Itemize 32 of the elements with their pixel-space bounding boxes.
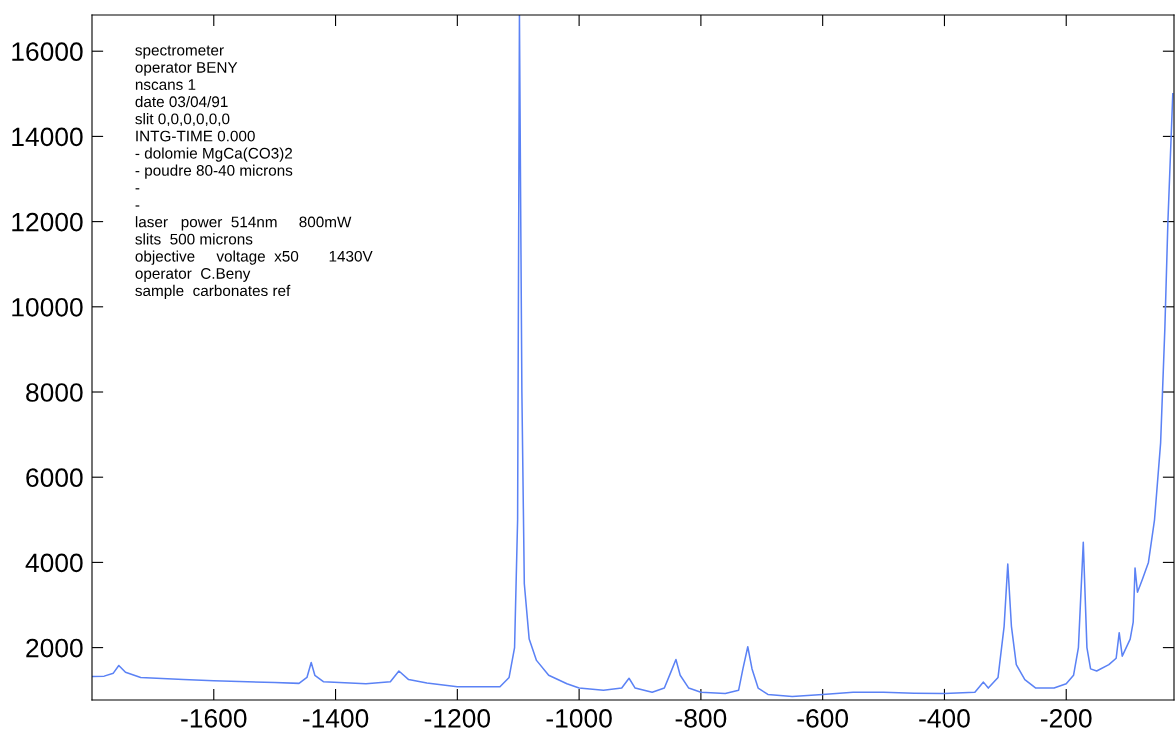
annotation: operator BENY (135, 62, 238, 76)
y-tick-label: 10000 (12, 297, 83, 317)
annotation: sample carbonates ref (135, 284, 291, 300)
annotation: - dolomie MgCa(CO3)2 (135, 147, 293, 162)
annotation: slit 0,0,0,0,0,0 (135, 113, 230, 127)
y-tick-label: 2000 (26, 638, 83, 658)
annotation: laser power 514nm 800mW (135, 216, 352, 231)
y-tick-label: 16000 (12, 42, 83, 62)
x-tick-label: -1400 (302, 709, 369, 728)
x-tick-label: -1000 (546, 709, 612, 728)
y-tick-label: 8000 (26, 383, 83, 402)
x-tick-label: -200 (1040, 709, 1092, 728)
annotation: - (135, 205, 140, 207)
annotation: objective voltage x50 1430V (135, 250, 373, 265)
x-tick-label: -600 (797, 709, 849, 728)
x-tick-label: -1600 (181, 709, 247, 728)
annotation: operator C.Beny (135, 268, 251, 282)
y-tick-label: 4000 (25, 553, 83, 573)
y-tick-label: 12000 (12, 212, 83, 232)
line-series (92, 15, 1174, 698)
annotation: nscans 1 (135, 79, 196, 90)
annotation: - (135, 188, 140, 190)
x-tick-label: -1200 (424, 709, 491, 728)
annotation: - poudre 80-40 microns (135, 164, 293, 179)
annotation: slits 500 microns (135, 233, 253, 245)
annotation: spectrometer (135, 45, 224, 59)
annotation: date 03/04/91 (135, 95, 228, 108)
x-tick-label: -800 (675, 709, 727, 728)
y-tick-label: 14000 (12, 127, 83, 147)
x-tick-label: -400 (919, 709, 970, 728)
y-tick-label: 6000 (26, 468, 83, 488)
annotation: INTG-TIME 0.000 (136, 130, 255, 142)
